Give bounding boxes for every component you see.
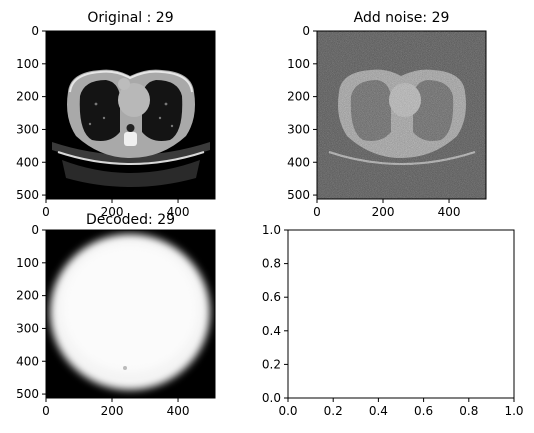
- panel-title-noisy: Add noise: 29: [354, 10, 450, 26]
- x-tick-label: 200: [101, 205, 124, 219]
- panel-empty: 0.0 0.2 0.4 0.6 0.8 1.0 0.0 0.2 0.4 0.6 0.8 1.0: [262, 223, 524, 418]
- x-tick-label: 0.0: [278, 404, 297, 418]
- panel-original: Original : 29: [16, 10, 216, 219]
- y-tick-label: 0: [31, 24, 39, 38]
- x-tick-label: 400: [438, 205, 461, 219]
- x-tick-label: 200: [101, 404, 124, 418]
- y-tick-label: 0.0: [262, 391, 281, 405]
- y-tick-label: 100: [287, 57, 310, 71]
- panel-title-original: Original : 29: [87, 10, 173, 26]
- axis-ticks-noisy: 0 200 400 0 100 200 300 400 500: [287, 24, 460, 219]
- x-tick-label: 400: [167, 205, 190, 219]
- axis-ticks-empty: 0.0 0.2 0.4 0.6 0.8 1.0 0.0 0.2 0.4 0.6 0.8 1.0: [262, 223, 524, 418]
- y-tick-label: 0.2: [262, 357, 281, 371]
- y-tick-label: 500: [16, 387, 39, 401]
- panel-decoded: Decoded: 29 0 200 400 0 100 200 300 400 500: [16, 212, 216, 418]
- y-tick-label: 0.4: [262, 324, 281, 338]
- y-tick-label: 300: [16, 122, 39, 136]
- y-tick-label: 0.6: [262, 290, 281, 304]
- y-tick-label: 400: [16, 155, 39, 169]
- ct-image-original: [46, 31, 215, 199]
- y-tick-label: 200: [287, 90, 310, 104]
- panel-title-decoded: Decoded: 29: [86, 212, 175, 228]
- x-tick-label: 0.2: [324, 404, 343, 418]
- y-tick-label: 400: [16, 354, 39, 368]
- y-tick-label: 0.8: [262, 257, 281, 271]
- x-tick-label: 1.0: [504, 404, 523, 418]
- ct-image-decoded: [46, 230, 215, 398]
- y-tick-label: 200: [16, 289, 39, 303]
- y-tick-label: 300: [287, 122, 310, 136]
- y-tick-label: 200: [16, 90, 39, 104]
- y-tick-label: 500: [16, 188, 39, 202]
- y-tick-label: 100: [16, 256, 39, 270]
- x-tick-label: 400: [167, 404, 190, 418]
- y-tick-label: 0: [302, 24, 310, 38]
- ct-image-noisy: [317, 31, 486, 199]
- y-tick-label: 0: [31, 223, 39, 237]
- y-tick-label: 1.0: [262, 223, 281, 237]
- axis-ticks-original: 0 200 400 0 100 200 300 400 500: [16, 24, 189, 219]
- x-tick-label: 0: [313, 205, 321, 219]
- x-tick-label: 0: [42, 205, 50, 219]
- x-tick-label: 200: [372, 205, 395, 219]
- x-tick-label: 0.6: [414, 404, 433, 418]
- axis-ticks-decoded: 0 200 400 0 100 200 300 400 500: [16, 223, 189, 418]
- y-tick-label: 500: [287, 188, 310, 202]
- x-tick-label: 0: [42, 404, 50, 418]
- panel-noisy: Add noise: 29 0 200 400 0 100 200 300 400 500: [287, 10, 487, 219]
- x-tick-label: 0.4: [369, 404, 388, 418]
- y-tick-label: 400: [287, 155, 310, 169]
- y-tick-label: 300: [16, 321, 39, 335]
- y-tick-label: 100: [16, 57, 39, 71]
- x-tick-label: 0.8: [459, 404, 478, 418]
